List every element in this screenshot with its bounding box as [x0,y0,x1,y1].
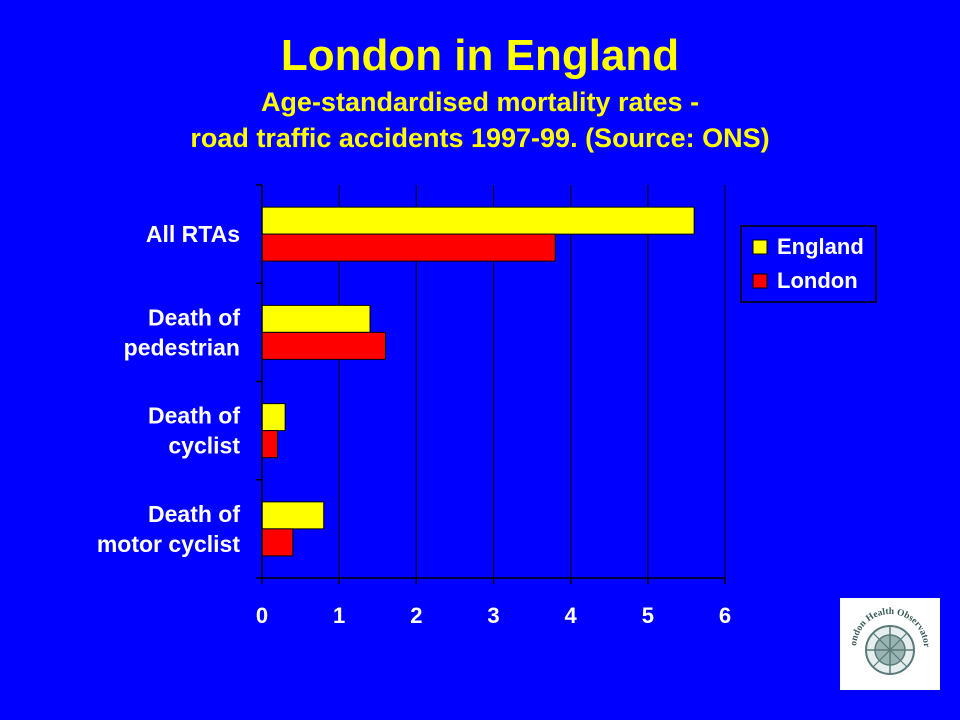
legend-swatch-england [752,239,768,255]
category-label: pedestrian [124,334,240,360]
legend-box [740,225,877,303]
category-label: Death of [148,304,240,330]
bar-london [261,331,386,360]
axes [256,184,726,584]
x-tick-label: 4 [565,603,578,628]
legend-swatch-london [752,273,768,289]
category-label: All RTAs [146,221,240,247]
bar-london [261,233,556,262]
category-labels: All RTAs Death of pedestrian Death of cyclis… [97,221,240,557]
london-health-observatory-logo: London Health Observatory [840,598,940,690]
x-tick-label: 1 [333,603,345,628]
legend-label-london: London [777,268,858,293]
category-label: motor cyclist [97,531,240,557]
bar-london [261,430,278,459]
x-tick-labels: 0 1 2 3 4 5 6 [256,603,731,628]
x-tick-label: 2 [410,603,422,628]
x-tick-label: 5 [642,603,654,628]
category-label: Death of [148,403,240,429]
x-tick-label: 6 [719,603,731,628]
bar-england [261,501,325,530]
x-tick-label: 0 [256,603,268,628]
legend-label-england: England [777,234,864,259]
bar-england [261,304,371,333]
category-label: cyclist [168,433,240,459]
bar-england [261,206,695,235]
bar-london [261,528,294,557]
x-tick-label: 3 [487,603,499,628]
category-label: Death of [148,501,240,527]
chart-title: London in England [280,31,680,80]
chart-subtitle-line1: Age-standardised mortality rates - [260,87,700,117]
chart-title-block: London in England Age-standardised morta… [0,28,960,156]
bar-england [261,403,286,432]
bars [261,206,695,557]
chart-subtitle-line2: road traffic accidents 1997-99. (Source:… [190,123,770,153]
legend: England London [740,225,877,303]
